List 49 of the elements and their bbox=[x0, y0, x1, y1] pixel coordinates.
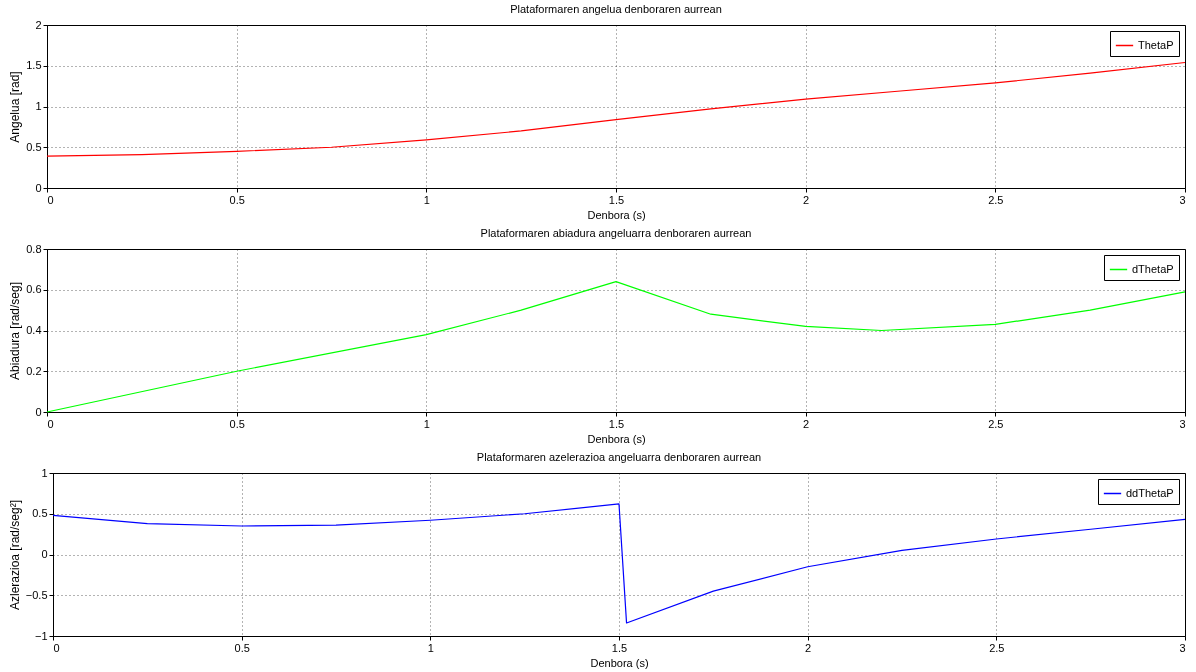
x-tick-label: 2 bbox=[805, 641, 812, 654]
x-tick-label: 0.5 bbox=[234, 641, 250, 654]
y-tick-label: 1 bbox=[35, 100, 42, 112]
legend-label: ddThetaP bbox=[1126, 486, 1174, 499]
x-tick-label: 2.5 bbox=[988, 193, 1004, 206]
legend-label: dThetaP bbox=[1132, 262, 1174, 275]
line-series bbox=[52, 503, 1186, 624]
y-tick-label: 0 bbox=[35, 181, 42, 194]
chart-title: Plataformaren abiadura angeluarra denboraren aurrean bbox=[480, 227, 752, 239]
y-tick-label: 0 bbox=[41, 548, 48, 560]
x-tick-label: 1.5 bbox=[608, 193, 625, 206]
x-tick-label: 0.5 bbox=[229, 417, 245, 430]
x-axis-title: Denbora (s) bbox=[587, 208, 646, 221]
x-tick-label: 2 bbox=[803, 417, 810, 430]
x-tick-label: 1 bbox=[423, 193, 430, 206]
x-axis-title: Denbora (s) bbox=[590, 656, 649, 669]
y-axis-title: Abiadura [rad/seg] bbox=[8, 281, 23, 381]
legend-label: ThetaP bbox=[1138, 38, 1174, 51]
x-axis-title: Denbora (s) bbox=[587, 432, 646, 445]
y-tick-label: 0.6 bbox=[26, 283, 42, 296]
x-tick-label: 0.5 bbox=[229, 193, 245, 206]
x-tick-label: 3 bbox=[1179, 193, 1186, 206]
y-tick-label: 2 bbox=[35, 18, 42, 31]
y-tick-label: −1 bbox=[34, 629, 48, 642]
line-series bbox=[46, 61, 1186, 157]
y-tick-label: −0.5 bbox=[25, 588, 48, 601]
y-tick-label: 0.2 bbox=[26, 364, 42, 377]
y-axis-title: Azlerazioa [rad/seg²] bbox=[7, 499, 22, 611]
x-tick-label: 0 bbox=[53, 641, 60, 654]
y-tick-label: 0.8 bbox=[26, 242, 42, 255]
y-tick-label: 0.5 bbox=[26, 140, 42, 153]
x-tick-label: 1.5 bbox=[611, 641, 628, 654]
x-tick-label: 1 bbox=[427, 641, 434, 654]
y-axis-title: Angelua [rad] bbox=[8, 71, 23, 143]
y-tick-label: 0.4 bbox=[26, 324, 42, 336]
x-tick-label: 1 bbox=[423, 417, 430, 430]
y-tick-label: 0.5 bbox=[32, 507, 48, 520]
x-tick-label: 3 bbox=[1179, 641, 1186, 654]
y-tick-label: 0 bbox=[35, 405, 42, 418]
y-tick-label: 1 bbox=[41, 466, 48, 479]
line-series bbox=[46, 281, 1186, 413]
x-tick-label: 3 bbox=[1179, 417, 1186, 430]
x-tick-label: 2 bbox=[803, 193, 810, 206]
chart-title: Plataformaren angelua denboraren aurrean bbox=[510, 3, 722, 15]
chart-title: Plataformaren azelerazioa angeluarra denboraren aurrean bbox=[476, 451, 762, 463]
x-tick-label: 1.5 bbox=[608, 417, 625, 430]
x-tick-label: 2.5 bbox=[989, 641, 1005, 654]
y-tick-label: 1.5 bbox=[26, 59, 42, 72]
x-tick-label: 2.5 bbox=[988, 417, 1004, 430]
